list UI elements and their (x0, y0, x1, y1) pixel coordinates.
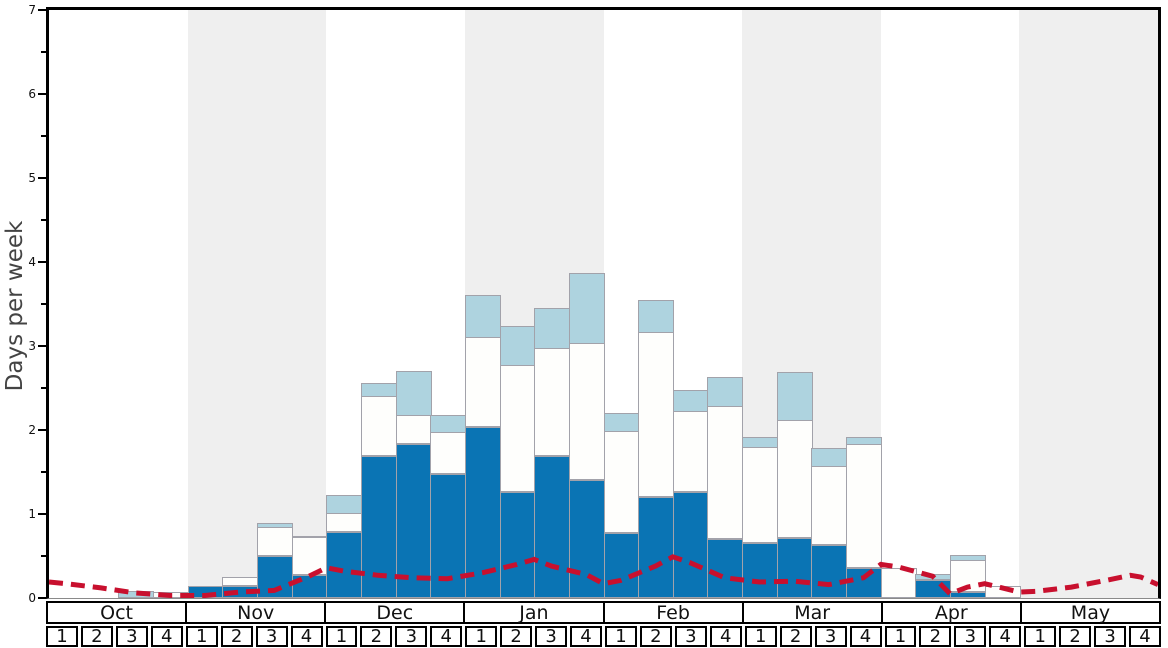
month-cell-May: May (1070, 601, 1111, 624)
month-band-May (1019, 10, 1158, 598)
bar-segment-light_blue_days (638, 300, 674, 333)
y-minor-tick (41, 51, 46, 53)
week-cell-Apr-3: 3 (954, 626, 987, 647)
bar-segment-white_days (811, 465, 847, 546)
y-major-tick (38, 177, 46, 179)
bar-segment-white_days (569, 343, 605, 481)
bar-segment-white_days (257, 527, 293, 556)
y-minor-tick (41, 135, 46, 137)
bar-segment-white_days (534, 347, 570, 457)
week-cell-Oct-1: 1 (46, 626, 78, 647)
week-cell-Oct-2: 2 (80, 626, 113, 647)
month-cell-Dec: Dec (326, 602, 466, 624)
week-cell-Mar-2: 2 (779, 626, 812, 647)
week-cell-Oct-4: 4 (150, 626, 183, 647)
y-tick-label: 5 (28, 171, 36, 185)
red-dashed-line (49, 554, 1158, 598)
y-major-tick (38, 345, 46, 347)
week-cell-Nov-3: 3 (255, 626, 288, 647)
y-tick-label: 6 (28, 87, 36, 101)
bar-segment-white_days (500, 365, 536, 493)
y-tick-label: 3 (28, 339, 36, 353)
bar-segment-white_days (673, 411, 709, 493)
week-cell-Oct-3: 3 (115, 626, 148, 647)
bar-segment-light_blue_days (707, 376, 743, 408)
y-tick-label: 7 (28, 3, 36, 17)
week-cell-Dec-3: 3 (395, 626, 428, 647)
y-tick-label: 4 (28, 255, 36, 269)
week-cell-May-2: 2 (1059, 626, 1092, 647)
bar-segment-white_days (846, 444, 882, 568)
y-major-tick (38, 597, 46, 599)
week-cell-Jan-4: 4 (570, 626, 602, 647)
week-cell-Apr-1: 1 (884, 626, 917, 647)
month-cell-Oct: Oct (48, 602, 188, 624)
y-axis-label: Days per week (2, 220, 28, 392)
month-cell-Jan: Jan (465, 602, 605, 624)
bar-segment-light_blue_days (257, 523, 293, 529)
month-cell-Mar: Mar (744, 602, 883, 624)
bar-segment-white_days (604, 430, 640, 534)
week-cell-May-3: 3 (1094, 626, 1127, 647)
y-major-tick (38, 93, 46, 95)
month-cell-Apr: Apr (883, 602, 1022, 624)
bar-segment-light_blue_days (569, 272, 605, 345)
week-cell-Nov-1: 1 (185, 626, 218, 647)
week-cell-Feb-2: 2 (639, 626, 672, 647)
bar-segment-light_blue_days (950, 555, 986, 562)
bar-segment-white_days (742, 446, 778, 544)
y-major-tick (38, 9, 46, 11)
y-tick-label: 1 (28, 507, 36, 521)
week-cell-Feb-3: 3 (674, 626, 707, 647)
y-minor-tick (41, 555, 46, 557)
week-cell-Mar-1: 1 (744, 626, 777, 647)
month-cell-Feb: Feb (605, 602, 744, 624)
bar-segment-dark_blue_days (777, 538, 813, 598)
bar-segment-light_blue_days (777, 371, 813, 421)
bar-segment-light_blue_days (396, 371, 432, 416)
y-minor-tick (41, 471, 46, 473)
month-row: Oct Nov Dec Jan Feb Mar Apr May (46, 601, 1161, 624)
week-cell-Nov-2: 2 (220, 626, 253, 647)
week-cell-Dec-2: 2 (360, 626, 393, 647)
bar-segment-light_blue_days (534, 308, 570, 349)
week-cell-Jan-1: 1 (465, 626, 498, 647)
bar-segment-dark_blue_days (846, 567, 882, 598)
bar-segment-dark_blue_days (396, 444, 432, 598)
week-cell-May-4: 4 (1129, 626, 1161, 647)
y-major-tick (38, 513, 46, 515)
y-tick-label: 0 (28, 591, 36, 605)
y-minor-tick (41, 219, 46, 221)
y-minor-tick (41, 387, 46, 389)
week-cell-Feb-4: 4 (709, 626, 742, 647)
week-cell-Apr-4: 4 (989, 626, 1022, 647)
week-cell-Dec-4: 4 (430, 626, 463, 647)
y-major-tick (38, 261, 46, 263)
bar-segment-light_blue_days (846, 436, 882, 446)
bar-segment-dark_blue_days (500, 492, 536, 598)
month-band-Nov (187, 10, 327, 598)
bar-segment-dark_blue_days (326, 532, 362, 598)
month-cell-Nov: Nov (187, 602, 327, 624)
y-major-tick (38, 429, 46, 431)
week-cell-Nov-4: 4 (290, 626, 323, 647)
week-cell-Mar-3: 3 (814, 626, 847, 647)
bar-segment-white_days (465, 336, 501, 427)
bar-segment-dark_blue_days (638, 497, 674, 598)
week-cell-Jan-3: 3 (535, 626, 568, 647)
plot-area (46, 7, 1161, 599)
week-cell-Jan-2: 2 (500, 626, 533, 647)
y-minor-tick (41, 303, 46, 305)
week-cell-May-1: 1 (1024, 626, 1057, 647)
week-cell-Mar-4: 4 (849, 626, 882, 647)
week-cell-Feb-1: 1 (605, 626, 637, 647)
week-cell-Apr-2: 2 (919, 626, 952, 647)
y-tick-label: 2 (28, 423, 36, 437)
week-cell-Dec-1: 1 (325, 626, 358, 647)
bar-segment-light_blue_days (465, 295, 501, 338)
bar-segment-dark_blue_days (569, 480, 605, 598)
